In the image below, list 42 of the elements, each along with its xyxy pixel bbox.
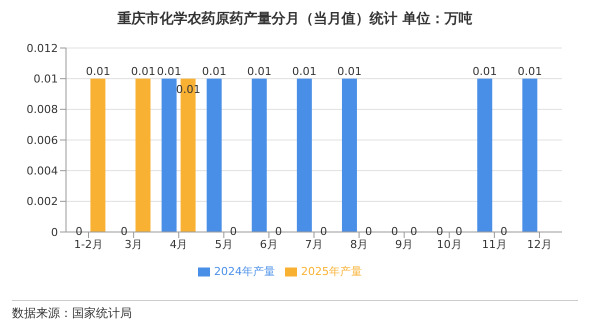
data-label: 0.01 <box>472 65 498 78</box>
x-tick-label: 6月 <box>260 238 278 251</box>
data-label: 0.01 <box>337 65 362 78</box>
data-label: 0 <box>500 225 508 238</box>
y-tick-label: 0.004 <box>26 164 58 178</box>
data-label: 0.01 <box>86 65 110 78</box>
data-label: 0.01 <box>247 65 272 78</box>
x-tick-label: 1-2月 <box>74 238 104 251</box>
y-tick-label: 0.01 <box>34 72 58 86</box>
x-tick-label: 10月 <box>436 238 462 251</box>
y-tick-label: 0.002 <box>26 195 58 208</box>
data-label: 0 <box>365 225 372 238</box>
legend-label: 2024年产量 <box>214 265 275 278</box>
x-tick-label: 12月 <box>526 238 552 251</box>
data-label: 0 <box>436 225 444 238</box>
x-tick-label: 7月 <box>305 238 323 251</box>
x-tick-label: 4月 <box>170 238 188 251</box>
data-label: 0 <box>410 225 418 238</box>
y-tick-label: 0 <box>51 226 58 239</box>
data-label: 0.01 <box>292 65 317 78</box>
x-tick-label: 11月 <box>482 238 507 251</box>
chart-title: 重庆市化学农药原药产量分月（当月值）统计 单位：万吨 <box>116 10 474 29</box>
x-tick-label: 8月 <box>350 238 368 251</box>
data-label: 0 <box>274 225 282 238</box>
x-tick-label: 3月 <box>124 238 143 251</box>
y-tick-label: 0.008 <box>26 103 58 116</box>
y-tick-label: 0.006 <box>26 134 58 147</box>
data-label: 0.01 <box>518 65 542 78</box>
legend-label: 2025年产量 <box>301 265 362 278</box>
y-tick-label: 0.012 <box>26 42 58 55</box>
data-label: 0 <box>455 225 462 238</box>
data-label: 0.01 <box>130 65 156 78</box>
data-label: 0 <box>391 225 398 238</box>
source-note: 数据来源：国家统计局 <box>12 306 132 320</box>
data-label: 0.01 <box>202 65 226 78</box>
x-tick-label: 5月 <box>214 238 233 251</box>
data-label: 0 <box>320 225 328 238</box>
x-tick-label: 9月 <box>395 238 414 251</box>
data-label: 0 <box>230 225 237 238</box>
data-label: 0.01 <box>156 65 182 78</box>
data-label: 0 <box>75 225 82 238</box>
data-label: 0 <box>120 225 128 238</box>
